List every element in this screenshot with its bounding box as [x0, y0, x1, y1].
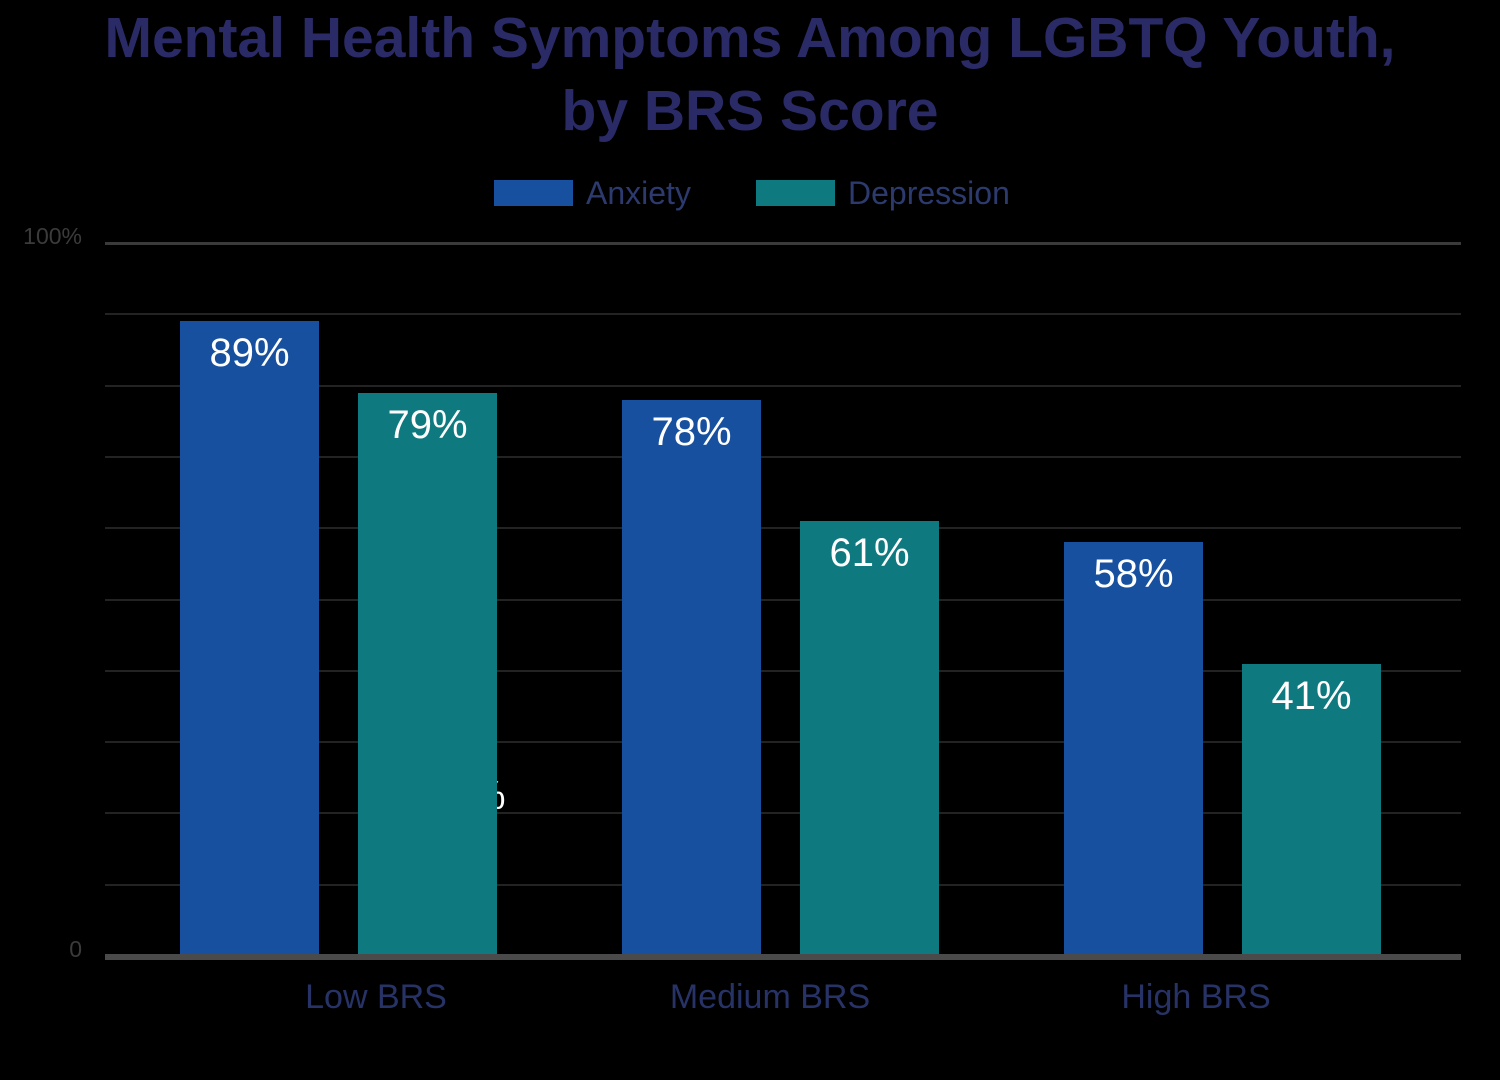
gridline-30 [105, 741, 1461, 743]
y-axis-label-0: 0 [69, 936, 82, 962]
bar-depression-medium-brs: 61% [800, 521, 939, 956]
y-axis-label-100: 100% [23, 223, 82, 249]
x-axis-line [105, 954, 1461, 960]
legend-swatch-anxiety [494, 180, 573, 206]
bar-anxiety-low-brs: 89% [180, 321, 319, 956]
gridline-40 [105, 670, 1461, 672]
bar-value-label: 41% [1271, 674, 1352, 718]
bar-value-label: 89% [209, 331, 290, 375]
gridline-70 [105, 456, 1461, 458]
bar-anxiety-medium-brs: 78% [622, 400, 761, 956]
bar-anxiety-high-brs: 58% [1064, 542, 1203, 956]
legend-item-anxiety: Anxiety [494, 175, 691, 211]
legend-label-anxiety: Anxiety [586, 175, 691, 211]
bar-value-label: 58% [1093, 552, 1174, 596]
bar-depression-low-brs: 79% [358, 393, 497, 956]
gridline-90 [105, 313, 1461, 315]
legend-label-depression: Depression [848, 175, 1010, 211]
bar-value-label: 78% [651, 410, 732, 454]
legend-item-depression: Depression [756, 175, 1010, 211]
chart-title: Mental Health Symptoms Among LGBTQ Youth… [0, 2, 1500, 148]
legend-swatch-depression [756, 180, 835, 206]
bar-depression-high-brs: 41% [1242, 664, 1381, 956]
x-axis-label-high-brs: High BRS [1121, 978, 1271, 1016]
x-axis-label-low-brs: Low BRS [305, 978, 447, 1016]
gridline-20 [105, 812, 1461, 814]
gridline-50 [105, 599, 1461, 601]
bar-value-label: 61% [829, 531, 910, 575]
x-axis-label-medium-brs: Medium BRS [669, 978, 871, 1016]
gridline-80 [105, 385, 1461, 387]
chart-title-line1: Mental Health Symptoms Among LGBTQ Youth… [104, 6, 1396, 70]
bar-value-label: 79% [387, 403, 468, 447]
gridline-10 [105, 884, 1461, 886]
chart-title-line2: by BRS Score [561, 79, 939, 143]
gridline-60 [105, 527, 1461, 529]
gridline-100 [105, 242, 1461, 245]
